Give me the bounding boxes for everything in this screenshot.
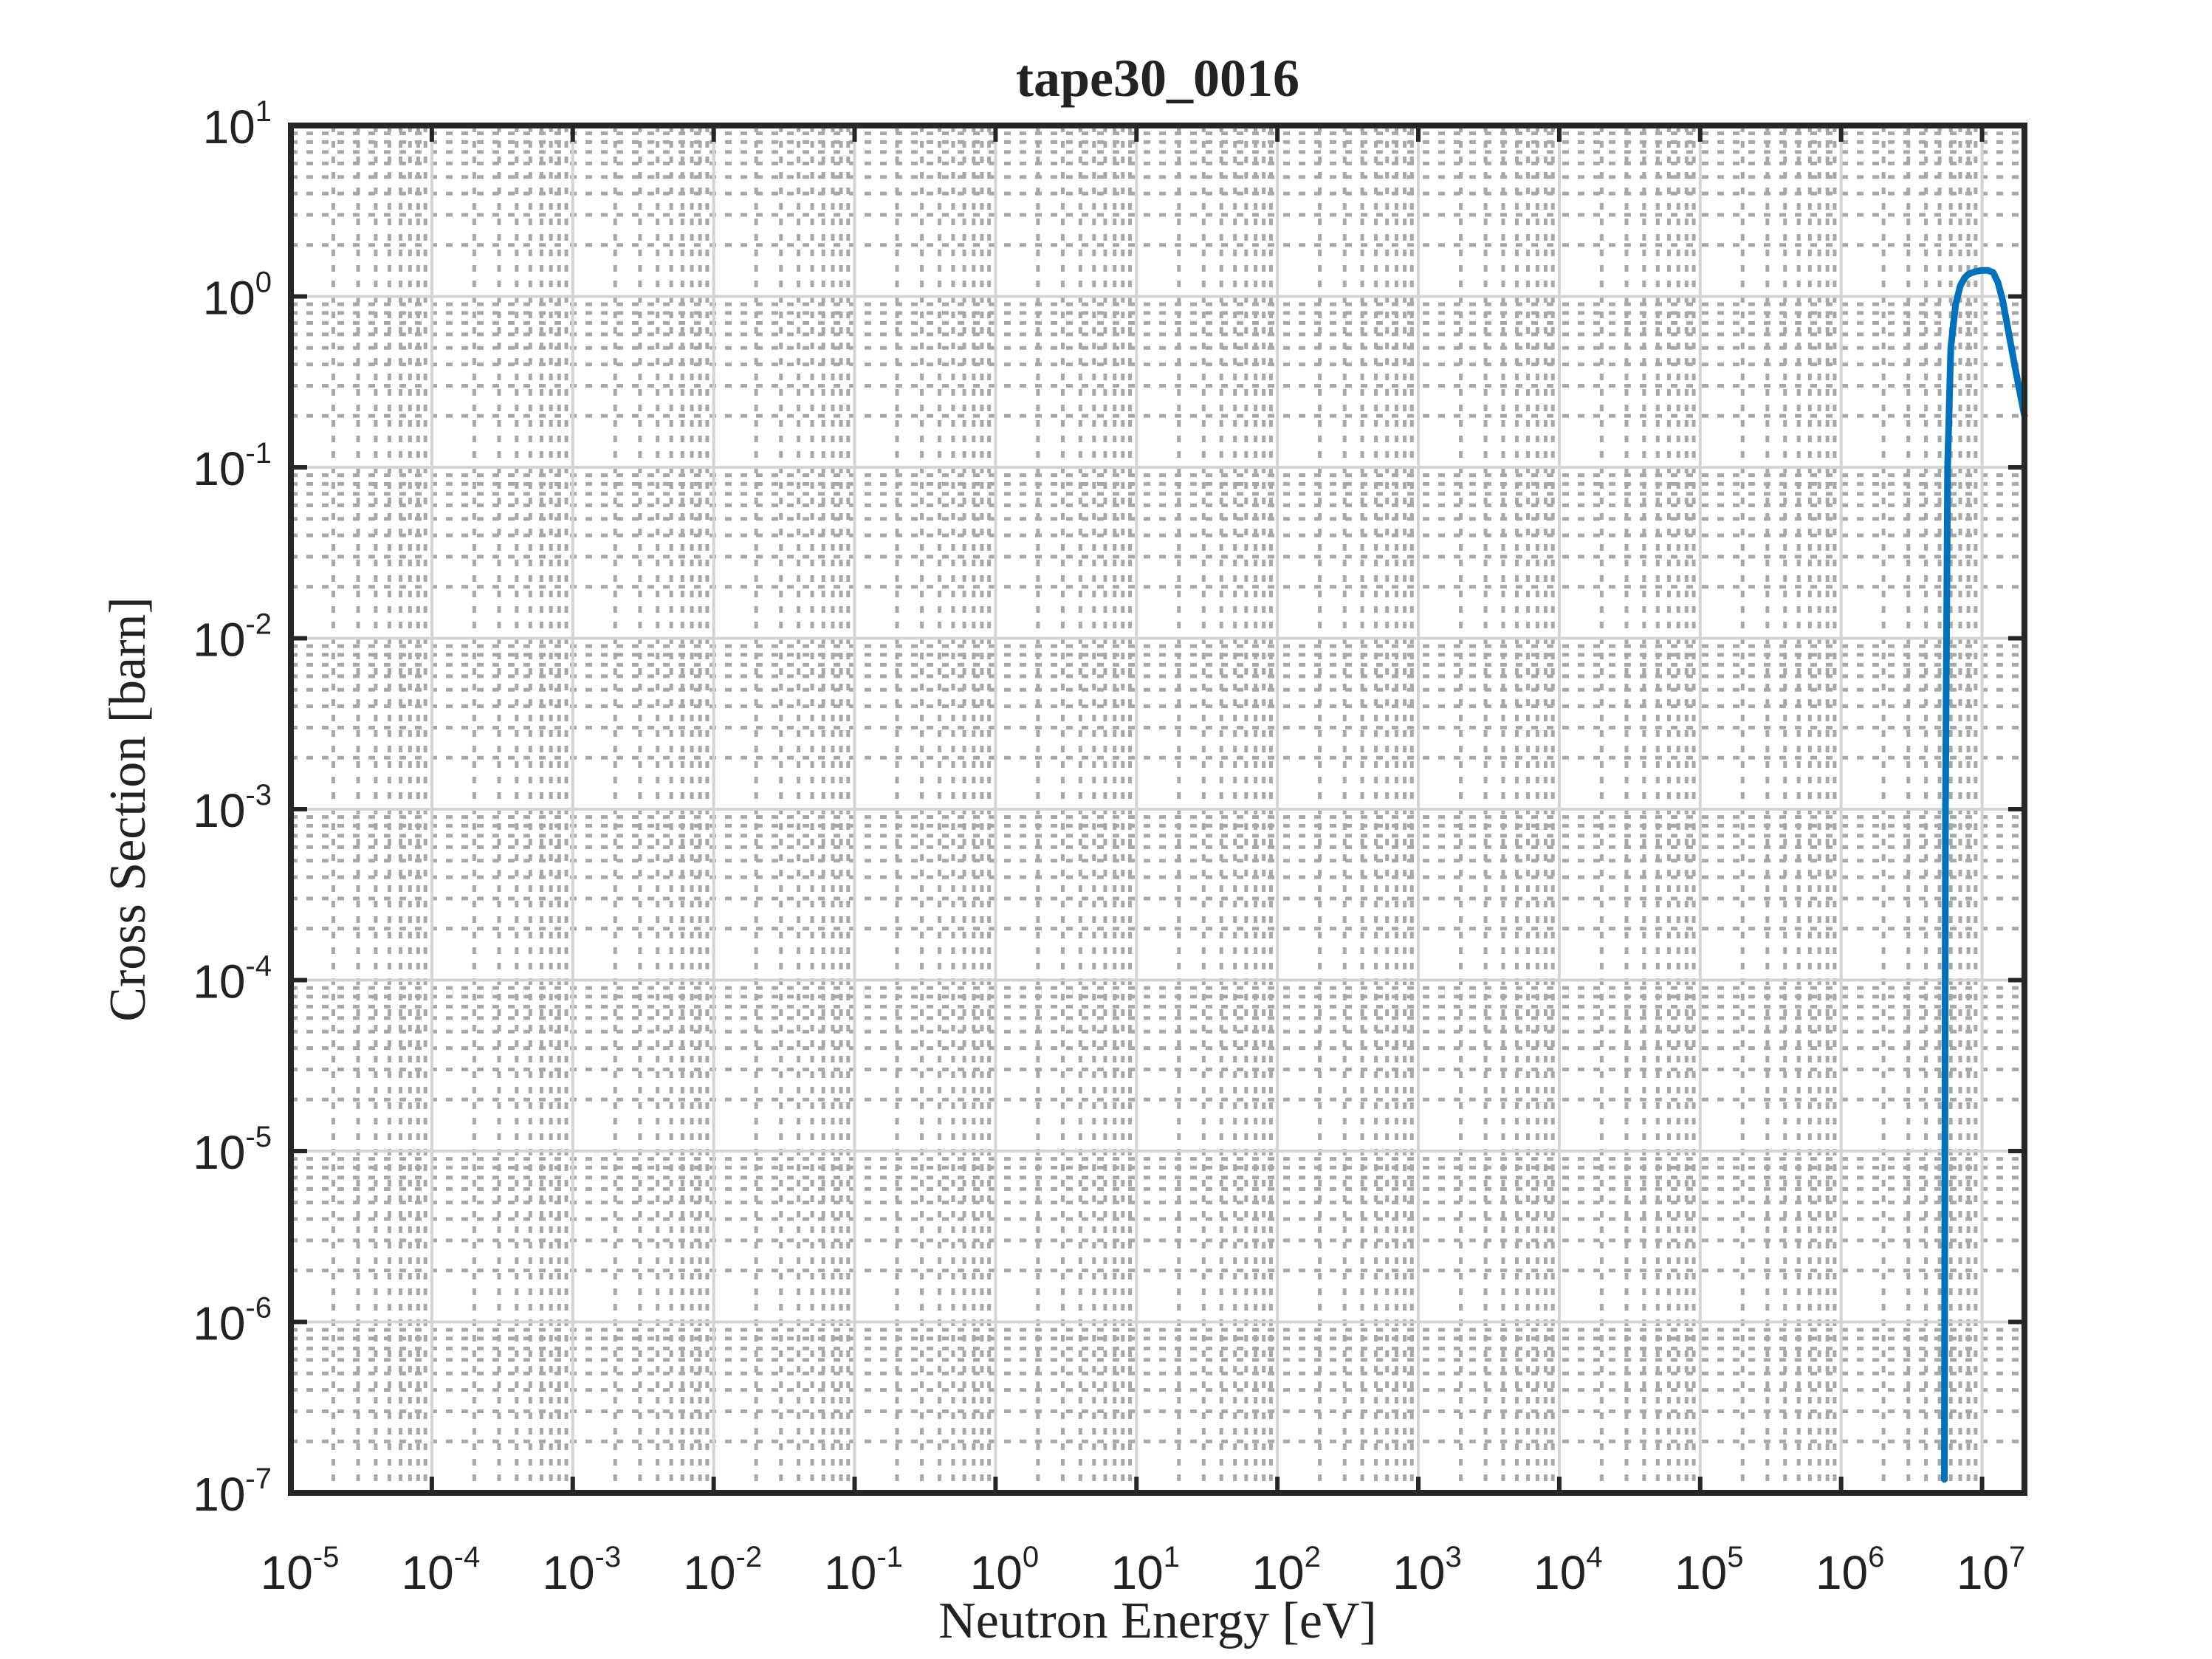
x-tick-label: 10-2	[683, 1541, 762, 1599]
x-tick-labels: 10-5 10-4 10-3 10-2 10-1 100 101 102 103 104 105 10…	[261, 1541, 2026, 1599]
x-tick-label: 102	[1251, 1541, 1320, 1599]
y-tick-label: 10-3	[193, 779, 272, 837]
y-tick-label: 10-6	[193, 1292, 272, 1350]
x-tick-label: 104	[1533, 1541, 1602, 1599]
x-axis-label: Neutron Energy [eV]	[938, 1593, 1377, 1649]
y-tick-label: 10-1	[193, 437, 272, 495]
x-tick-label: 100	[970, 1541, 1039, 1599]
axes-frame	[288, 123, 2027, 1496]
x-tick-label: 10-5	[261, 1541, 340, 1599]
series-layer	[1941, 267, 2028, 1483]
series-line-1	[1941, 267, 2028, 1483]
x-tick-label: 10-3	[542, 1541, 621, 1599]
x-tick-label: 10-4	[401, 1541, 480, 1599]
y-tick-label: 10-4	[193, 950, 272, 1009]
x-tick-label: 10-1	[824, 1541, 903, 1599]
chart-title: tape30_0016	[1016, 49, 1299, 108]
y-tick-label: 100	[203, 267, 272, 325]
y-tick-label: 10-2	[193, 608, 272, 667]
y-tick-label: 101	[203, 95, 272, 154]
x-tick-label: 103	[1392, 1541, 1461, 1599]
x-tick-label: 105	[1675, 1541, 1743, 1599]
y-tick-label: 10-5	[193, 1121, 272, 1179]
x-tick-label: 107	[1957, 1541, 2025, 1599]
y-tick-labels: 101 100 10-1 10-2 10-3 10-4 10-5 10-6 10-7	[193, 95, 272, 1521]
y-axis-label: Cross Section [barn]	[100, 597, 157, 1021]
x-tick-label: 106	[1816, 1541, 1884, 1599]
y-tick-label: 10-7	[193, 1463, 272, 1521]
x-tick-label: 101	[1111, 1541, 1180, 1599]
